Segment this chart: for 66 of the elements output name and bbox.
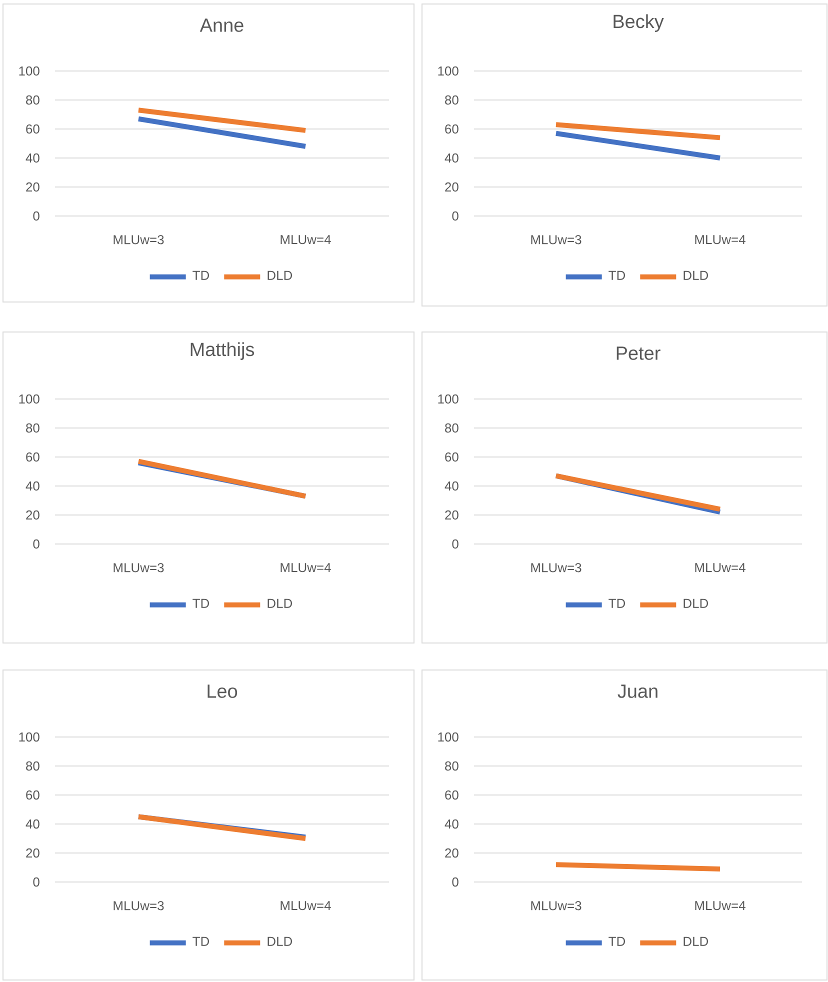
y-tick-label: 40 <box>26 819 40 829</box>
y-tick-label: 60 <box>26 452 40 462</box>
y-tick-label: 60 <box>445 124 458 134</box>
x-tick-label: MLUw=3 <box>531 901 582 910</box>
y-tick-label: 20 <box>26 848 40 858</box>
chart-title: Matthijs <box>190 342 254 360</box>
y-tick-label: 80 <box>26 423 40 433</box>
x-tick-label: MLUw=3 <box>531 563 582 572</box>
y-tick-label: 0 <box>33 539 40 549</box>
y-tick-label: 100 <box>19 732 40 742</box>
legend-label: DLD <box>268 936 292 946</box>
x-tick-label: MLUw=4 <box>280 235 331 244</box>
legend-label: DLD <box>684 598 708 608</box>
y-tick-label: 100 <box>438 66 458 76</box>
x-tick-label: MLUw=4 <box>280 901 331 910</box>
chart-title: Leo <box>208 684 238 698</box>
x-tick-label: MLUw=4 <box>695 901 746 910</box>
y-tick-label: 60 <box>26 124 40 134</box>
y-tick-label: 0 <box>33 211 40 221</box>
y-tick-label: 100 <box>438 394 458 404</box>
y-tick-label: 80 <box>26 95 40 105</box>
x-tick-label: MLUw=3 <box>114 901 164 910</box>
x-tick-label: MLUw=4 <box>280 563 331 572</box>
chart-title: Juan <box>618 684 658 698</box>
y-tick-label: 100 <box>438 732 458 742</box>
y-tick-label: 40 <box>444 819 458 829</box>
y-tick-label: 40 <box>26 153 40 163</box>
chart-title: Anne <box>200 18 244 32</box>
y-tick-label: 40 <box>444 153 458 163</box>
x-tick-label: MLUw=4 <box>695 563 746 572</box>
y-tick-label: 0 <box>452 539 458 549</box>
y-tick-label: 20 <box>445 510 458 520</box>
legend-label: TD <box>608 598 626 608</box>
legend-label: DLD <box>268 598 292 608</box>
legend-label: TD <box>608 936 626 946</box>
y-tick-label: 80 <box>26 761 40 771</box>
legend-label: TD <box>192 936 210 946</box>
y-tick-label: 20 <box>26 182 40 192</box>
legend-label: TD <box>192 598 210 608</box>
y-tick-label: 0 <box>452 877 458 887</box>
chart-title: Becky <box>614 14 664 32</box>
y-tick-label: 60 <box>445 452 458 462</box>
legend-label: DLD <box>268 270 292 280</box>
y-tick-label: 0 <box>33 877 40 887</box>
y-tick-label: 100 <box>19 66 40 76</box>
y-tick-label: 20 <box>445 848 458 858</box>
x-tick-label: MLUw=4 <box>695 235 746 244</box>
y-tick-label: 100 <box>19 394 40 404</box>
y-tick-label: 80 <box>445 95 458 105</box>
y-tick-label: 0 <box>452 211 458 221</box>
x-tick-label: MLUw=3 <box>114 563 164 572</box>
y-tick-label: 40 <box>26 481 40 491</box>
chart-title: Peter <box>616 346 660 360</box>
legend-label: DLD <box>684 270 708 280</box>
y-tick-label: 80 <box>445 423 458 433</box>
y-tick-label: 40 <box>444 481 458 491</box>
legend-label: TD <box>192 270 210 280</box>
y-tick-label: 60 <box>26 790 40 800</box>
y-tick-label: 20 <box>26 510 40 520</box>
x-tick-label: MLUw=3 <box>114 235 164 244</box>
legend-label: TD <box>608 270 626 280</box>
legend-label: DLD <box>684 936 708 946</box>
x-tick-label: MLUw=3 <box>531 235 582 244</box>
y-tick-label: 60 <box>445 790 458 800</box>
y-tick-label: 80 <box>445 761 458 771</box>
y-tick-label: 20 <box>445 182 458 192</box>
